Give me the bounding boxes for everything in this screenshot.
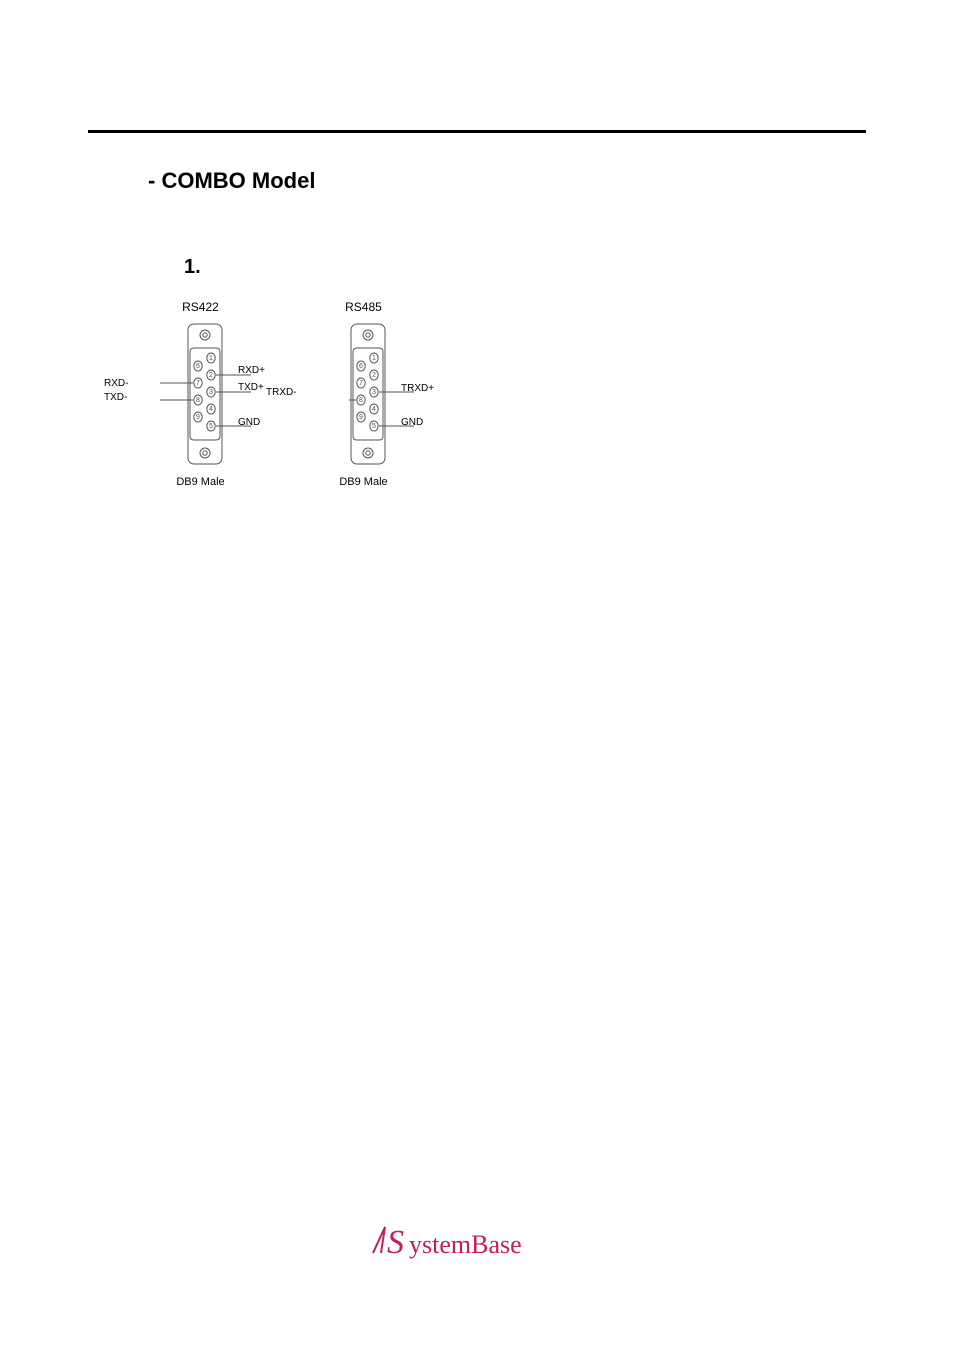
rs485-pin7: 7 (359, 380, 363, 387)
rs485-trxd-plus-label: TRXD+ (401, 383, 434, 394)
rs422-gnd-label: GND (238, 417, 260, 428)
rs422-pin9: 9 (196, 414, 200, 421)
rs422-pin2: 2 (209, 372, 213, 379)
rs422-pin4: 4 (209, 406, 213, 413)
logo-slash-icon (373, 1227, 385, 1253)
logo-s: S (387, 1224, 404, 1261)
rs485-pin4: 4 (372, 406, 376, 413)
rs422-caption: DB9 Male (118, 476, 283, 488)
rs485-pin9: 9 (359, 414, 363, 421)
logo-rest: ystemBase (409, 1230, 522, 1259)
document-page: - COMBO Model 1. RS422 RXD- TXD- RXD+ TX… (0, 0, 954, 1350)
rs422-pin7: 7 (196, 380, 200, 387)
top-horizontal-rule (88, 130, 866, 133)
rs485-caption: DB9 Male (281, 476, 446, 488)
rs485-title: RS485 (281, 300, 446, 314)
rs485-gnd-label: GND (401, 417, 423, 428)
rs422-connector-svg: 1 2 3 4 5 6 7 8 9 (146, 320, 256, 468)
rs485-pin1: 1 (372, 355, 376, 362)
rs422-connector-block: RS422 RXD- TXD- RXD+ TXD+ TRXD- GND (118, 300, 283, 488)
systembase-logo: S ystemBase (367, 1219, 587, 1272)
rs422-pin6: 6 (196, 363, 200, 370)
rs485-pin8: 8 (359, 397, 363, 404)
rs422-txd-minus-label: TXD- (104, 392, 127, 403)
rs422-pin5: 5 (209, 423, 213, 430)
section-number: 1. (184, 256, 201, 279)
rs422-txd-plus-label: TXD+ (238, 382, 264, 393)
rs485-pin3: 3 (372, 389, 376, 396)
model-heading: - COMBO Model (148, 168, 315, 194)
logo-svg: S ystemBase (367, 1219, 587, 1267)
rs422-rxd-plus-label: RXD+ (238, 365, 265, 376)
rs485-pin5: 5 (372, 423, 376, 430)
rs422-pin8: 8 (196, 397, 200, 404)
rs422-title: RS422 (118, 300, 283, 314)
rs485-connector-block: RS485 TRXD+ GND (281, 300, 446, 488)
rs485-pin2: 2 (372, 372, 376, 379)
rs422-rxd-minus-label: RXD- (104, 378, 128, 389)
rs422-pin3: 3 (209, 389, 213, 396)
rs422-pin1: 1 (209, 355, 213, 362)
rs485-pin6: 6 (359, 363, 363, 370)
rs485-connector-svg: 1 2 3 4 5 6 7 8 9 (309, 320, 419, 468)
